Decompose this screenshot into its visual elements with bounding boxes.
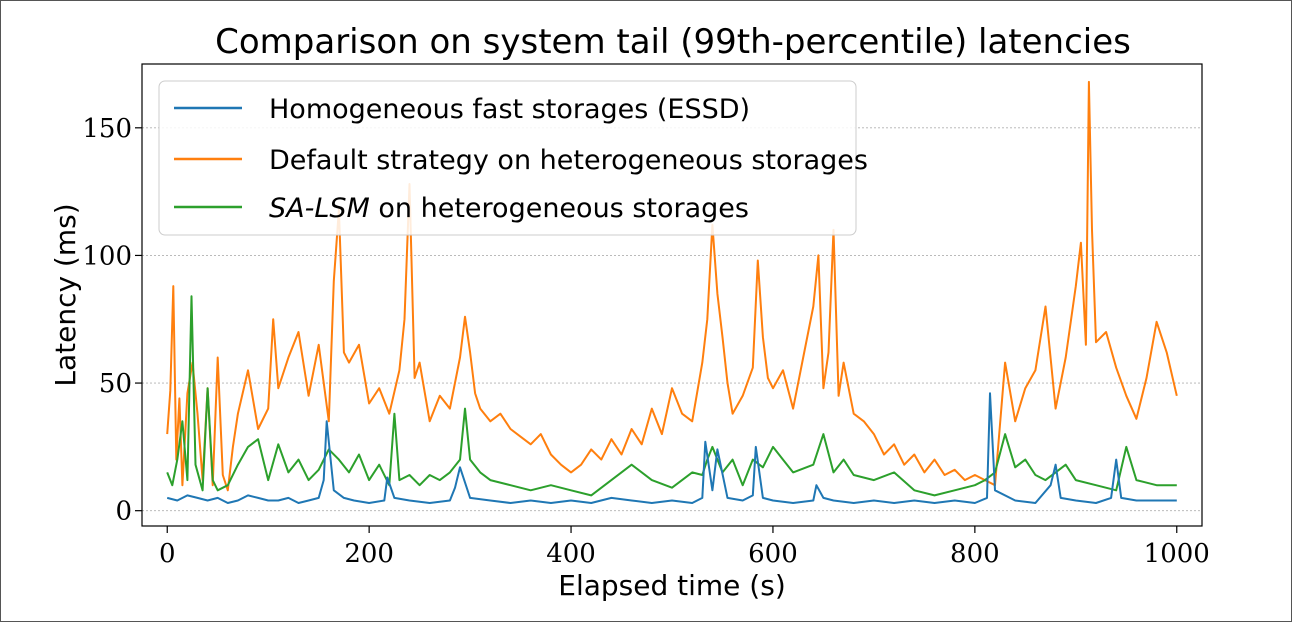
chart-title: Comparison on system tail (99th-percenti… bbox=[215, 22, 1131, 62]
x-tick-label-400: 400 bbox=[546, 539, 596, 569]
series-line-default bbox=[166, 80, 1178, 492]
x-axis-ticks: 0 200 400 600 800 1000 bbox=[159, 526, 1210, 569]
legend-label-salsm: SA-LSM on heterogeneous storages bbox=[269, 193, 749, 224]
x-tick-label-600: 600 bbox=[748, 539, 798, 569]
y-tick-label-50: 50 bbox=[99, 369, 132, 399]
series-lines bbox=[166, 80, 1178, 504]
x-tick-label-0: 0 bbox=[159, 539, 176, 569]
plot-area bbox=[141, 63, 1203, 527]
series-line-essd bbox=[166, 392, 1177, 504]
y-axis-ticks: 0 50 100 150 bbox=[82, 114, 142, 527]
y-tick-label-0: 0 bbox=[115, 497, 132, 527]
legend-box bbox=[158, 80, 857, 236]
x-tick-label-200: 200 bbox=[344, 539, 394, 569]
y-tick-label-150: 150 bbox=[82, 114, 132, 144]
y-axis-label: Latency (ms) bbox=[49, 203, 82, 386]
legend-label-default: Default strategy on heterogeneous storag… bbox=[269, 145, 868, 176]
legend-label-essd: Homogeneous fast storages (ESSD) bbox=[269, 94, 750, 125]
legend: Homogeneous fast storages (ESSD) Default… bbox=[158, 80, 868, 236]
y-tick-label-100: 100 bbox=[82, 241, 132, 271]
x-axis-label: Elapsed time (s) bbox=[558, 569, 786, 602]
series-line-salsm bbox=[166, 295, 1177, 497]
x-tick-label-800: 800 bbox=[950, 539, 1000, 569]
x-tick-label-1000: 1000 bbox=[1144, 539, 1210, 569]
